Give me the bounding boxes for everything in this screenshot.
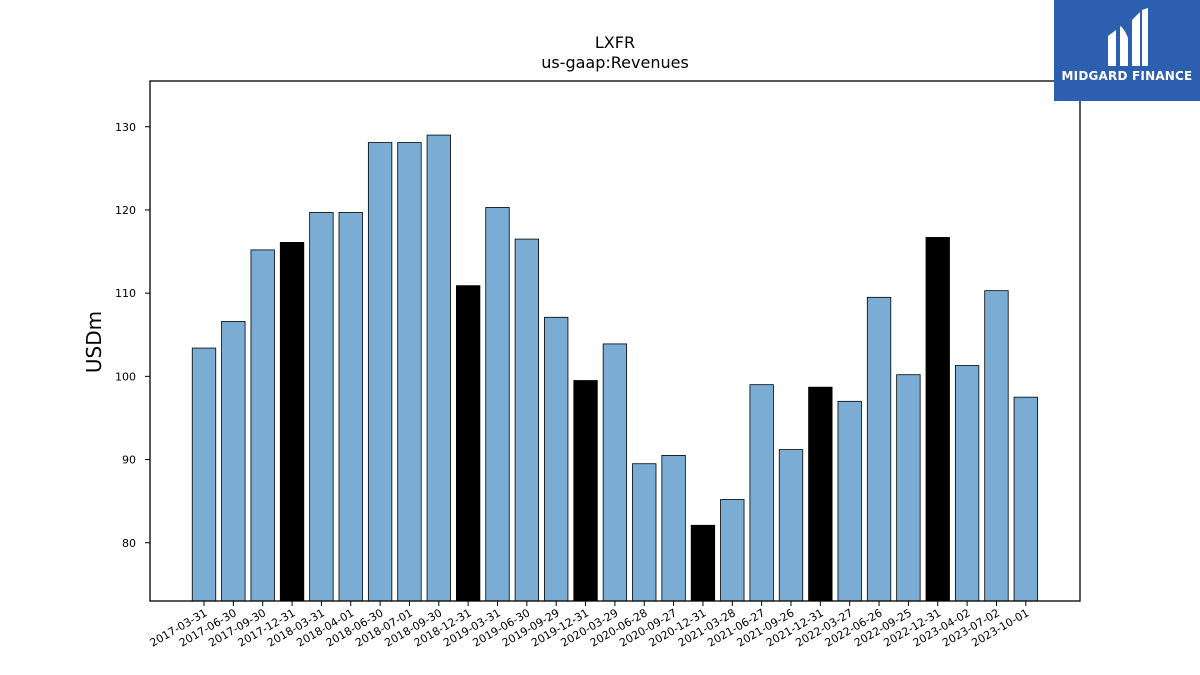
bar-2022-06-26 — [866, 296, 892, 602]
y-tick-label: 100 — [115, 370, 136, 383]
bar-2022-09-25 — [896, 374, 921, 602]
bar-2017-12-31 — [279, 242, 305, 602]
bar-2019-12-31 — [573, 380, 598, 602]
bar-2023-07-02 — [984, 290, 1009, 602]
bar-2022-12-31 — [925, 237, 950, 602]
brand-name: MIDGARD FINANCE — [1061, 69, 1193, 83]
bar-2017-03-31 — [191, 347, 217, 602]
bar-2017-06-30 — [221, 321, 246, 602]
bar-2018-04-01 — [338, 212, 363, 602]
bar-2021-12-31 — [808, 386, 833, 602]
bar-2023-04-02 — [954, 365, 980, 602]
x-axis: 2017-03-312017-06-302017-09-302017-12-31… — [148, 601, 1031, 650]
midgard-logo-icon — [1108, 8, 1148, 66]
bar-2022-03-27 — [837, 400, 862, 602]
bar-2019-03-31 — [485, 207, 510, 602]
y-tick-label: 90 — [122, 454, 136, 467]
bar-2019-06-30 — [514, 238, 539, 602]
bar-2021-09-26 — [778, 449, 804, 602]
bar-2020-12-31 — [690, 524, 716, 602]
chart-title: LXFR — [595, 33, 635, 52]
bar-2021-06-27 — [749, 384, 774, 602]
bar-2020-06-28 — [632, 463, 657, 602]
bars-group — [191, 134, 1038, 602]
bar-2020-03-29 — [602, 343, 628, 602]
y-axis: 80 90 100 110 120 130 — [115, 121, 150, 550]
bar-2019-09-29 — [544, 316, 569, 602]
y-tick-label: 110 — [115, 287, 136, 300]
plot-frame — [149, 80, 1081, 602]
bar-2018-09-30 — [426, 134, 451, 602]
chart-subtitle: us-gaap:Revenues — [541, 53, 689, 72]
bar-2018-06-30 — [367, 142, 393, 602]
y-tick-label: 80 — [122, 537, 136, 550]
bar-2018-03-31 — [309, 212, 334, 602]
y-tick-label: 120 — [115, 204, 136, 217]
bar-2021-03-28 — [720, 499, 745, 602]
bar-2020-09-27 — [661, 454, 686, 602]
y-axis-label: USDm — [82, 311, 106, 373]
bar-2018-07-01 — [397, 142, 422, 602]
bar-2023-10-01 — [1013, 396, 1038, 602]
bar-2017-09-30 — [250, 249, 275, 602]
brand-logo: MIDGARD FINANCE — [1054, 0, 1200, 101]
y-tick-label: 130 — [115, 121, 136, 134]
bar-2018-12-31 — [455, 285, 481, 602]
